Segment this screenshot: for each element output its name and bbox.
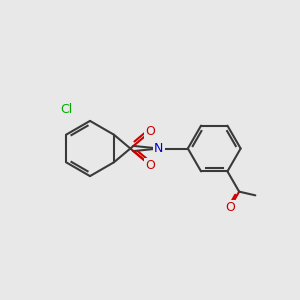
- Text: N: N: [154, 142, 164, 155]
- Text: O: O: [146, 159, 156, 172]
- Text: O: O: [146, 125, 156, 138]
- Text: Cl: Cl: [60, 103, 72, 116]
- Text: O: O: [225, 201, 235, 214]
